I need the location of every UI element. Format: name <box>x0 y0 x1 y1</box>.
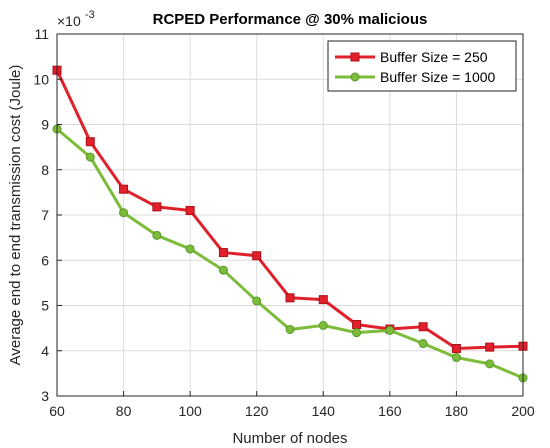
data-point <box>485 359 495 369</box>
x-tick-label: 60 <box>49 403 65 419</box>
data-point <box>252 251 262 261</box>
y-axis-title: Average end to end transmission cost (Jo… <box>7 65 24 366</box>
data-point <box>152 230 162 240</box>
y-tick-label: 10 <box>33 71 49 87</box>
legend-marker-buffer-250 <box>350 52 360 62</box>
data-point <box>185 205 195 215</box>
x-tick-label: 100 <box>178 403 202 419</box>
data-point <box>119 184 129 194</box>
data-point <box>385 325 395 335</box>
ticks: 60 80 100 120 140 160 180 200 3 4 5 6 7 8 9 10 11 <box>33 26 534 419</box>
x-tick-label: 140 <box>312 403 336 419</box>
data-point <box>285 293 295 303</box>
data-point <box>451 353 461 363</box>
series-layer <box>52 65 528 383</box>
data-point <box>352 328 362 338</box>
x-tick-label: 160 <box>378 403 402 419</box>
y-tick-label: 4 <box>41 343 49 359</box>
series-buffer-1000 <box>52 124 528 383</box>
data-point <box>85 152 95 162</box>
legend-label-buffer-1000: Buffer Size = 1000 <box>380 69 496 85</box>
legend-box <box>327 40 517 92</box>
data-point <box>352 320 362 330</box>
x-tick-label: 120 <box>245 403 269 419</box>
data-point <box>218 248 228 258</box>
legend-marker-buffer-1000 <box>350 72 360 82</box>
y-tick-label: 9 <box>41 117 49 133</box>
data-point <box>485 342 495 352</box>
y-exponent: ×10 -3 <box>57 9 95 29</box>
data-point <box>85 137 95 147</box>
data-point <box>418 339 428 349</box>
data-point <box>152 202 162 212</box>
data-point <box>318 320 328 330</box>
data-point <box>119 208 129 218</box>
x-tick-label: 180 <box>445 403 469 419</box>
y-tick-label: 6 <box>41 252 49 268</box>
data-point <box>418 322 428 332</box>
data-point <box>318 295 328 305</box>
chart-title: RCPED Performance @ 30% malicious <box>153 11 428 28</box>
x-axis-title: Number of nodes <box>232 430 347 447</box>
y-tick-label: 11 <box>34 26 49 42</box>
y-tick-label: 3 <box>41 388 49 404</box>
y-tick-label: 5 <box>41 298 49 314</box>
x-tick-label: 200 <box>511 403 535 419</box>
y-exponent-base: ×10 <box>57 13 81 29</box>
legend: Buffer Size = 250 Buffer Size = 1000 <box>327 40 517 92</box>
data-point <box>218 265 228 275</box>
data-point <box>451 343 461 353</box>
y-tick-label: 7 <box>41 207 49 223</box>
data-point <box>185 244 195 254</box>
data-point <box>285 324 295 334</box>
x-tick-label: 80 <box>116 403 132 419</box>
data-point <box>252 296 262 306</box>
y-exponent-power: -3 <box>85 9 95 21</box>
y-tick-label: 8 <box>41 162 49 178</box>
legend-label-buffer-250: Buffer Size = 250 <box>380 49 488 65</box>
